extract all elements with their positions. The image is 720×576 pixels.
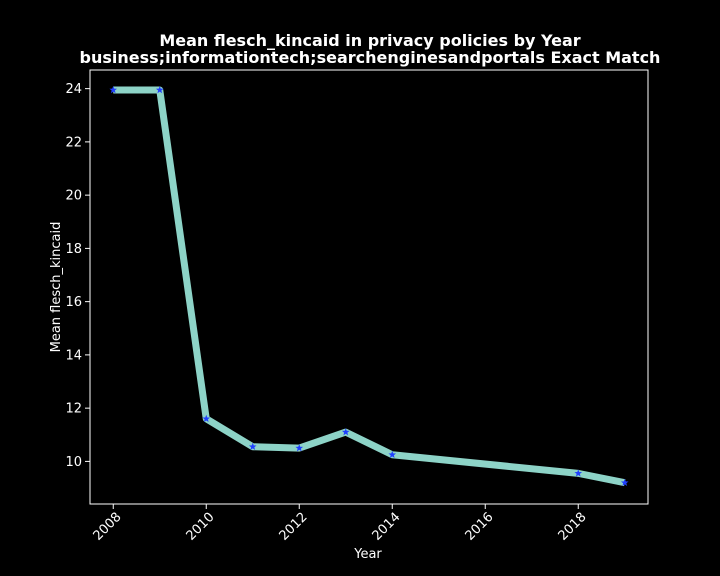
x-axis-label: Year: [353, 547, 382, 562]
y-tick-label: 14: [65, 348, 82, 363]
data-point-marker: [109, 85, 118, 94]
data-point-marker: [248, 442, 257, 450]
data-point-marker: [620, 478, 629, 486]
data-points: [109, 85, 629, 486]
y-tick-label: 18: [65, 242, 82, 257]
data-point-marker: [295, 444, 304, 452]
chart-title: Mean flesch_kincaid in privacy policies …: [159, 31, 580, 50]
data-point-marker: [574, 469, 583, 477]
y-tick-label: 20: [65, 189, 82, 204]
chart-subtitle: business;informationtech;searchenginesan…: [80, 48, 661, 67]
y-axis-label: Mean flesch_kincaid: [49, 222, 64, 353]
plot-area-frame: [89, 69, 649, 505]
y-tick-label: 24: [65, 82, 82, 97]
y-tick-label: 22: [65, 135, 82, 150]
data-point-marker: [388, 450, 397, 458]
data-point-marker: [341, 428, 350, 436]
data-point-marker: [155, 85, 164, 94]
y-tick-label: 12: [65, 402, 82, 417]
data-point-marker: [202, 414, 211, 423]
y-tick-label: 16: [65, 295, 82, 310]
y-tick-label: 10: [65, 455, 82, 470]
y-axis: 10 12 14 16 18 20 22 24: [65, 82, 90, 470]
